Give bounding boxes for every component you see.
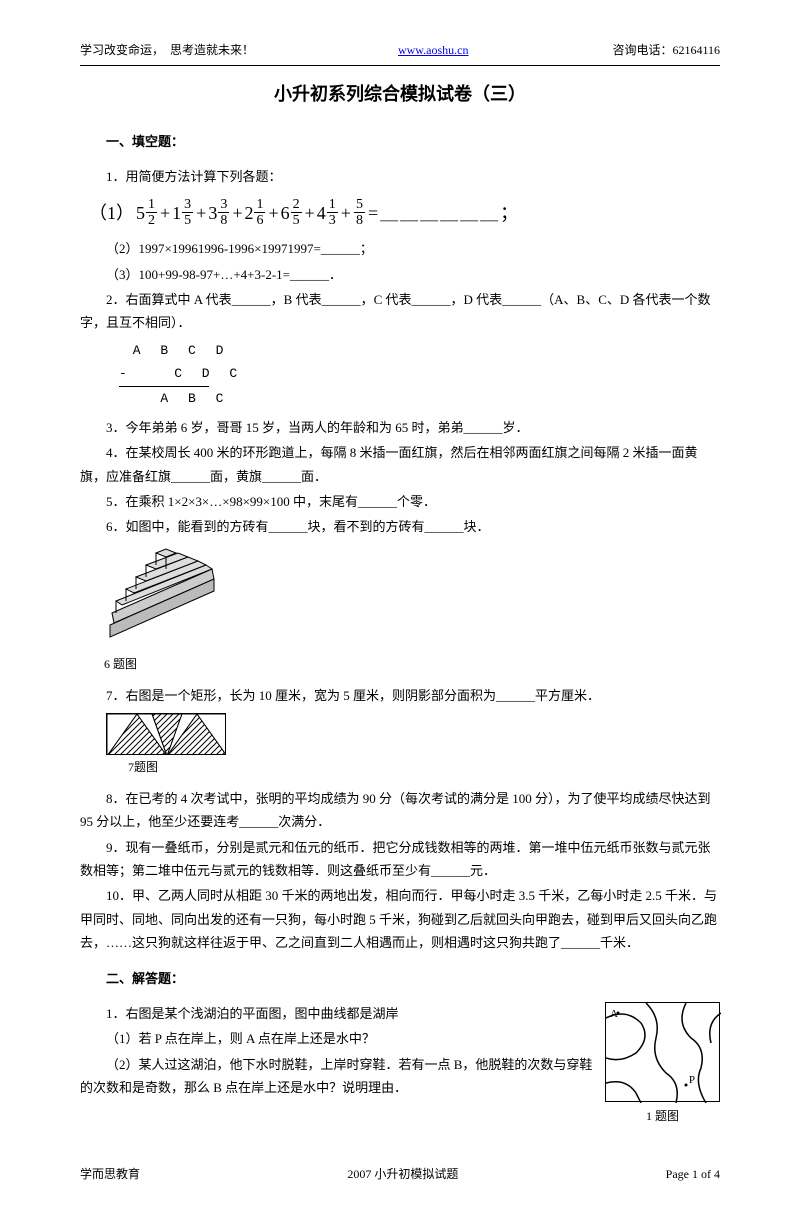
figure-1: A P [605,1002,720,1102]
s2-q1-b: （1）若 P 点在岸上，则 A 点在岸上还是水中？ [80,1027,593,1050]
footer-right: Page 1 of 4 [666,1164,720,1186]
lake-label-p: P [689,1071,695,1091]
figure-6-caption: 6 题图 [104,654,720,676]
q6: 6．如图中，能看到的方砖有______块，看不到的方砖有______块． [80,515,720,538]
page-footer: 学而思教育 2007 小升初模拟试题 Page 1 of 4 [80,1158,720,1186]
figure-1-caption: 1 题图 [605,1106,720,1128]
q2-calculation: A B C D - C D C A B C [119,339,720,410]
q2-1-block: 1．右图是某个浅湖泊的平面图，图中曲线都是湖岸 （1）若 P 点在岸上，则 A … [80,1002,720,1128]
q3: 3．今年弟弟 6 岁，哥哥 15 岁，当两人的年龄和为 65 时，弟弟_____… [80,416,720,439]
page-title: 小升初系列综合模拟试卷（三） [80,78,720,110]
footer-left: 学而思教育 [80,1164,140,1186]
figure-1-container: A P 1 题图 [605,1002,720,1128]
q10: 10．甲、乙两人同时从相距 30 千米的两地出发，相向而行．甲每小时走 3.5 … [80,884,720,954]
s2-q1-a: 1．右图是某个浅湖泊的平面图，图中曲线都是湖岸 [80,1002,593,1025]
calc-line-2: - C D C [119,362,209,386]
q9: 9．现有一叠纸币，分别是贰元和伍元的纸币．把它分成钱数相等的两堆．第一堆中伍元纸… [80,836,720,883]
calc-line-1: A B C D [119,339,720,362]
figure-7-caption: 7题图 [128,757,720,779]
figure-6 [106,545,720,652]
q1-intro: 1．用简便方法计算下列各题： [80,165,720,188]
lake-label-a: A [610,1005,618,1025]
calc-line-3: A B C [119,387,720,410]
header-right: 咨询电话：62164116 [612,40,720,62]
q1-eq1: （1） 512 + 135 + 338 + 216 + 625 + 413 + … [89,197,720,229]
header-link[interactable]: www.aoshu.cn [398,40,469,62]
figure-7 [106,713,226,755]
q4: 4．在某校周长 400 米的环形跑道上，每隔 8 米插一面红旗，然后在相邻两面红… [80,441,720,488]
eq1-suffix: =＿＿＿＿＿＿； [368,197,520,229]
q1-eq3: （3）100+99-98-97+…+4+3-2-1=______． [80,263,720,286]
q8: 8．在已考的 4 次考试中，张明的平均成绩为 90 分（每次考试的满分是 100… [80,787,720,834]
header-left: 学习改变命运， 思考造就未来！ [80,40,254,62]
section-2-heading: 二、解答题： [80,967,720,990]
s2-q1-c: （2）某人过这湖泊，他下水时脱鞋，上岸时穿鞋．若有一点 B，他脱鞋的次数与穿鞋的… [80,1053,593,1100]
section-1-heading: 一、填空题： [80,130,720,153]
q1-eq2: （2）1997×19961996-1996×19971997=______； [80,237,720,260]
q5: 5．在乘积 1×2×3×…×98×99×100 中，末尾有______个零． [80,490,720,513]
eq1-prefix: （1） [89,197,134,229]
page-header: 学习改变命运， 思考造就未来！ www.aoshu.cn 咨询电话：621641… [80,40,720,66]
q2: 2．右面算式中 A 代表______，B 代表______，C 代表______… [80,288,720,335]
q7: 7．右图是一个矩形，长为 10 厘米，宽为 5 厘米，则阴影部分面积为_____… [80,684,720,707]
footer-center: 2007 小升初模拟试题 [347,1164,458,1186]
